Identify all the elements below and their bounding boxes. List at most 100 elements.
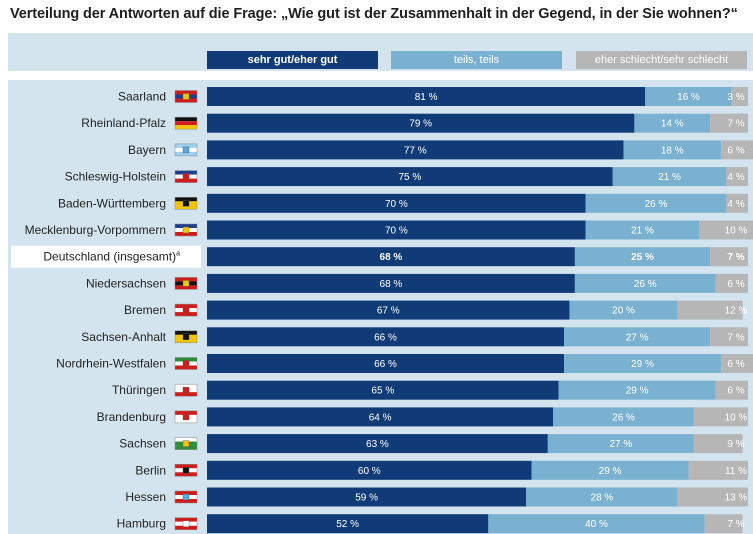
value-label-sachsen-teils-teils: 27 % <box>609 439 632 450</box>
flag-icon-rheinland-pfalz <box>174 116 198 130</box>
bar-thuringen-eher-schlecht-sehr-schlecht <box>715 380 748 400</box>
bar-hamburg-sehr-gut-eher-gut <box>207 514 489 534</box>
flag-icon-schleswig-holstein <box>174 170 198 183</box>
bar-sachsen-anhalt-teils-teils <box>564 327 711 347</box>
bar-hessen-eher-schlecht-sehr-schlecht <box>677 487 748 507</box>
legend-eher-schlecht: eher schlecht/sehr schlecht <box>576 51 747 69</box>
value-label-sachsen-anhalt-sehr-gut-eher-gut: 66 % <box>374 332 397 343</box>
value-label-rheinland-pfalz-sehr-gut-eher-gut: 79 % <box>409 119 432 130</box>
row-label-thuringen: Thüringen <box>112 383 166 397</box>
value-label-rheinland-pfalz-eher-schlecht-sehr-schlecht: 7 % <box>727 119 744 130</box>
row-label-brandenburg: Brandenburg <box>97 410 166 424</box>
row-label-mecklenburg-vorpommern: Mecklenburg-Vorpommern <box>25 223 166 237</box>
bar-saarland-eher-schlecht-sehr-schlecht <box>731 87 748 106</box>
value-label-hamburg-teils-teils: 40 % <box>585 519 608 530</box>
value-label-deutschland-insgesamt-eher-schlecht-sehr-schlecht: 7 % <box>727 252 744 263</box>
row-label-saarland: Saarland <box>118 90 166 104</box>
flag-icon-hessen <box>174 490 198 504</box>
value-label-nordrhein-westfalen-teils-teils: 29 % <box>631 359 654 370</box>
value-label-hessen-eher-schlecht-sehr-schlecht: 13 % <box>725 493 748 504</box>
value-label-saarland-teils-teils: 16 % <box>677 92 700 103</box>
value-label-rheinland-pfalz-teils-teils: 14 % <box>661 119 684 130</box>
bar-hessen-sehr-gut-eher-gut <box>207 487 527 507</box>
value-label-bremen-eher-schlecht-sehr-schlecht: 12 % <box>725 306 748 317</box>
bar-baden-wurttemberg-eher-schlecht-sehr-schlecht <box>726 193 748 213</box>
bar-berlin-sehr-gut-eher-gut <box>207 460 532 480</box>
bar-baden-wurttemberg-teils-teils <box>585 193 727 213</box>
bar-berlin-eher-schlecht-sehr-schlecht <box>688 460 748 480</box>
bar-hamburg-eher-schlecht-sehr-schlecht <box>704 514 743 534</box>
row-label-hamburg: Hamburg <box>117 517 166 531</box>
flag-icon-niedersachsen <box>174 277 198 290</box>
bar-sachsen-anhalt-eher-schlecht-sehr-schlecht <box>710 327 748 347</box>
legend-separator <box>8 71 753 80</box>
value-label-thuringen-sehr-gut-eher-gut: 65 % <box>371 386 394 397</box>
value-label-schleswig-holstein-teils-teils: 21 % <box>658 172 681 183</box>
value-label-nordrhein-westfalen-eher-schlecht-sehr-schlecht: 6 % <box>727 359 744 370</box>
bar-bayern-sehr-gut-eher-gut <box>207 140 624 160</box>
row-label-hessen: Hessen <box>125 490 166 504</box>
flag-icon-sachsen-anhalt <box>174 330 198 344</box>
bar-thuringen-teils-teils <box>558 380 716 400</box>
row-label-bremen: Bremen <box>124 303 166 317</box>
bar-sachsen-sehr-gut-eher-gut <box>207 434 548 454</box>
value-label-baden-wurttemberg-sehr-gut-eher-gut: 70 % <box>385 199 408 210</box>
value-label-berlin-sehr-gut-eher-gut: 60 % <box>358 466 381 477</box>
bar-deutschland-insgesamt-teils-teils <box>574 247 711 267</box>
bar-baden-wurttemberg-sehr-gut-eher-gut <box>207 193 586 213</box>
value-label-sachsen-anhalt-teils-teils: 27 % <box>626 332 649 343</box>
bar-berlin-teils-teils <box>531 460 689 480</box>
row-label-niedersachsen: Niedersachsen <box>86 276 166 290</box>
bar-saarland-sehr-gut-eher-gut <box>207 87 646 106</box>
value-label-schleswig-holstein-eher-schlecht-sehr-schlecht: 4 % <box>727 172 744 183</box>
bar-bremen-teils-teils <box>569 300 678 320</box>
value-label-brandenburg-sehr-gut-eher-gut: 64 % <box>369 412 392 423</box>
bar-schleswig-holstein-teils-teils <box>612 167 727 187</box>
bar-thuringen-sehr-gut-eher-gut <box>207 380 559 400</box>
value-label-berlin-eher-schlecht-sehr-schlecht: 11 % <box>725 466 747 477</box>
value-label-hamburg-eher-schlecht-sehr-schlecht: 7 % <box>727 519 744 530</box>
bar-mecklenburg-vorpommern-sehr-gut-eher-gut <box>207 220 586 240</box>
value-label-bayern-teils-teils: 18 % <box>661 145 684 156</box>
value-label-sachsen-eher-schlecht-sehr-schlecht: 9 % <box>727 439 744 450</box>
value-label-baden-wurttemberg-eher-schlecht-sehr-schlecht: 4 % <box>727 199 744 210</box>
value-label-mecklenburg-vorpommern-teils-teils: 21 % <box>631 226 654 237</box>
row-label-deutschland-insgesamt: Deutschland (insgesamt)a <box>43 250 180 264</box>
bar-niedersachsen-sehr-gut-eher-gut <box>207 273 575 293</box>
flag-icon-bremen <box>174 303 198 317</box>
value-label-hessen-sehr-gut-eher-gut: 59 % <box>355 493 378 504</box>
value-label-berlin-teils-teils: 29 % <box>599 466 622 477</box>
flag-icon-hamburg <box>174 517 198 530</box>
row-label-schleswig-holstein: Schleswig-Holstein <box>65 170 166 184</box>
bar-mecklenburg-vorpommern-teils-teils <box>585 220 700 240</box>
bar-deutschland-insgesamt-sehr-gut-eher-gut <box>207 247 575 267</box>
bar-schleswig-holstein-eher-schlecht-sehr-schlecht <box>726 167 748 187</box>
value-label-sachsen-sehr-gut-eher-gut: 63 % <box>366 439 389 450</box>
value-label-bremen-sehr-gut-eher-gut: 67 % <box>377 306 400 317</box>
bar-bayern-teils-teils <box>623 140 721 160</box>
bar-rheinland-pfalz-eher-schlecht-sehr-schlecht <box>710 113 748 133</box>
bar-bayern-eher-schlecht-sehr-schlecht <box>720 140 753 160</box>
value-label-saarland-sehr-gut-eher-gut: 81 % <box>415 92 438 103</box>
bar-nordrhein-westfalen-teils-teils <box>564 354 721 373</box>
value-label-hessen-teils-teils: 28 % <box>591 493 614 504</box>
value-label-niedersachsen-sehr-gut-eher-gut: 68 % <box>380 279 403 290</box>
flag-icon-berlin <box>174 464 198 477</box>
flag-icon-thuringen <box>174 383 198 397</box>
bar-brandenburg-teils-teils <box>553 407 694 427</box>
flag-icon-bayern <box>174 143 198 157</box>
value-label-hamburg-sehr-gut-eher-gut: 52 % <box>336 519 359 530</box>
value-label-saarland-eher-schlecht-sehr-schlecht: 3 % <box>727 92 744 103</box>
bar-sachsen-eher-schlecht-sehr-schlecht <box>693 434 743 454</box>
bar-bremen-sehr-gut-eher-gut <box>207 300 570 320</box>
bar-saarland-teils-teils <box>645 87 732 106</box>
bar-deutschland-insgesamt-eher-schlecht-sehr-schlecht <box>710 247 748 267</box>
value-label-mecklenburg-vorpommern-sehr-gut-eher-gut: 70 % <box>385 226 408 237</box>
bar-hessen-teils-teils <box>526 487 678 507</box>
row-label-sachsen: Sachsen <box>119 437 166 451</box>
legend-sehr-gut: sehr gut/eher gut <box>207 51 378 69</box>
row-label-bayern: Bayern <box>128 143 166 157</box>
flag-icon-baden-wurttemberg <box>174 197 198 210</box>
bar-schleswig-holstein-sehr-gut-eher-gut <box>207 167 613 187</box>
